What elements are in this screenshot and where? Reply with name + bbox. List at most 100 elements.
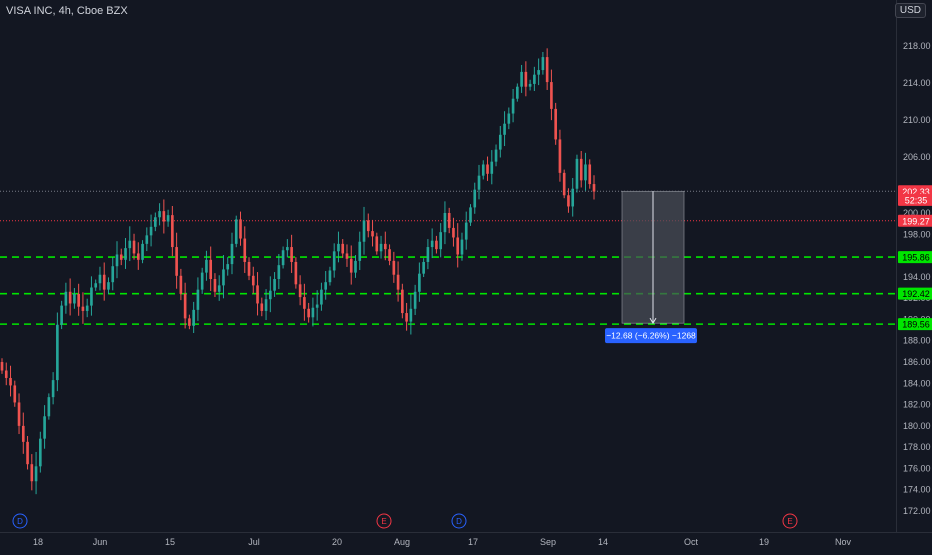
- candle: [546, 57, 549, 82]
- candle: [282, 250, 285, 265]
- candle: [209, 260, 212, 279]
- candle: [567, 195, 570, 206]
- candle: [192, 310, 195, 326]
- currency-button[interactable]: USD: [895, 3, 926, 18]
- candle: [571, 189, 574, 207]
- y-tick-label: 182.00: [903, 400, 931, 410]
- event-letter: E: [381, 517, 386, 526]
- candle: [1, 362, 4, 371]
- candle: [13, 385, 16, 402]
- candle: [584, 164, 587, 180]
- event-letter: D: [456, 517, 462, 526]
- x-tick-label: 17: [468, 537, 478, 547]
- candle: [431, 241, 434, 247]
- candle: [482, 164, 485, 175]
- candle: [456, 237, 459, 254]
- candle: [542, 57, 545, 70]
- candle: [77, 294, 80, 307]
- y-tick-label: 178.00: [903, 442, 931, 452]
- candle: [30, 464, 33, 481]
- candle: [324, 282, 327, 289]
- candle: [239, 219, 242, 238]
- price-range-measure: −12.68 (−6.26%) −1268: [605, 191, 697, 343]
- candle: [265, 299, 268, 311]
- candle: [269, 291, 272, 300]
- x-tick-label: Jun: [93, 537, 108, 547]
- candle: [405, 313, 408, 322]
- candle: [9, 378, 12, 385]
- candle: [235, 219, 238, 243]
- candle: [346, 253, 349, 258]
- candle: [499, 135, 502, 150]
- candle: [473, 190, 476, 208]
- candle: [380, 244, 383, 251]
- candle: [354, 261, 357, 273]
- y-tick-label: 194.00: [903, 272, 931, 282]
- candle: [243, 239, 246, 262]
- candle: [180, 276, 183, 294]
- candle: [422, 262, 425, 274]
- y-tick-label: 176.00: [903, 463, 931, 473]
- y-tick-label: 186.00: [903, 357, 931, 367]
- x-tick-label: Sep: [540, 537, 556, 547]
- measure-label: −12.68 (−6.26%) −1268: [606, 331, 696, 341]
- candle: [303, 297, 306, 309]
- candle: [452, 228, 455, 238]
- candle: [435, 241, 438, 250]
- price-label: 199.27: [902, 216, 930, 226]
- price-label: 189.56: [902, 320, 930, 330]
- event-letter: D: [17, 517, 23, 526]
- candle: [273, 279, 276, 291]
- candle: [439, 232, 442, 249]
- candle: [52, 380, 55, 397]
- x-tick-label: 15: [165, 537, 175, 547]
- candle: [393, 261, 396, 275]
- candle: [69, 292, 72, 304]
- candle: [371, 231, 374, 236]
- candle: [320, 290, 323, 305]
- candle: [163, 211, 166, 221]
- candle: [137, 253, 140, 259]
- x-tick-label: 18: [33, 537, 43, 547]
- candle: [478, 176, 481, 190]
- candle: [124, 248, 127, 260]
- y-tick-label: 210.00: [903, 115, 931, 125]
- candle: [397, 275, 400, 290]
- candle: [418, 274, 421, 292]
- event-letter: E: [787, 517, 792, 526]
- candle: [201, 273, 204, 290]
- candle: [128, 241, 131, 248]
- price-axis: 172.00174.00176.00178.00180.00182.00184.…: [897, 0, 932, 532]
- candle: [363, 220, 366, 241]
- candle: [35, 466, 38, 481]
- y-tick-label: 198.00: [903, 229, 931, 239]
- candle: [116, 255, 119, 267]
- candle: [444, 213, 447, 232]
- candle: [427, 247, 430, 262]
- candle: [73, 294, 76, 304]
- candle: [461, 240, 464, 255]
- candle: [448, 213, 451, 228]
- x-tick-label: 19: [759, 537, 769, 547]
- candle: [401, 290, 404, 313]
- y-tick-label: 218.00: [903, 41, 931, 51]
- candle: [60, 306, 63, 325]
- candle: [90, 288, 93, 306]
- candle: [490, 162, 493, 174]
- candle: [358, 242, 361, 261]
- candle: [525, 72, 528, 87]
- candle: [388, 249, 391, 261]
- y-tick-label: 206.00: [903, 152, 931, 162]
- candle: [469, 207, 472, 222]
- candle: [43, 416, 46, 438]
- candle: [167, 215, 170, 221]
- candle: [5, 371, 8, 378]
- y-tick-label: 174.00: [903, 485, 931, 495]
- candle: [486, 164, 489, 173]
- candle: [414, 292, 417, 309]
- candle: [256, 285, 259, 303]
